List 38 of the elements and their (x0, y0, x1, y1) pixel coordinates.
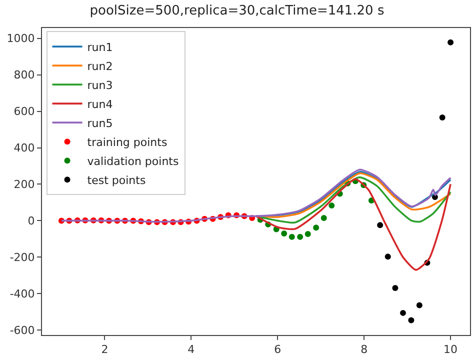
chart-title: poolSize=500,replica=30,calcTime=141.20 s (90, 4, 384, 19)
y-tick-label: 200 (14, 178, 35, 192)
y-tick-label: 1000 (6, 32, 35, 46)
x-tick-label: 8 (360, 343, 368, 356)
point (288, 234, 295, 240)
x-tick-label: 10 (444, 343, 458, 356)
legend-label: run1 (87, 40, 113, 54)
point (304, 231, 311, 237)
point (297, 234, 304, 240)
point (384, 254, 391, 260)
point (377, 222, 384, 228)
y-tick-label: -200 (10, 251, 35, 264)
y-tick-label: -400 (10, 287, 35, 300)
point (439, 114, 446, 121)
y-tick-label: 800 (14, 68, 35, 82)
x-tick-label: 6 (274, 343, 282, 356)
x-tick-label: 2 (101, 343, 108, 356)
point (416, 302, 422, 308)
y-tick-label: 0 (28, 214, 35, 228)
x-tick-label: 4 (188, 343, 195, 356)
y-tick-label: -600 (10, 324, 35, 337)
y-tick-label: 600 (14, 105, 35, 118)
legend-label: run4 (87, 98, 113, 111)
point (328, 202, 335, 209)
y-tick-label: 400 (14, 142, 35, 155)
legend-label: test points (87, 174, 146, 187)
legend-label: training points (87, 136, 168, 149)
point (320, 214, 327, 221)
legend-label: validation points (87, 154, 179, 168)
point (448, 39, 454, 46)
legend-label: run5 (87, 116, 113, 130)
point (408, 317, 414, 324)
point (400, 310, 406, 316)
legend-label: run2 (87, 60, 113, 73)
legend-label: run3 (87, 78, 113, 92)
point (281, 230, 288, 236)
point (313, 224, 320, 231)
point (392, 284, 398, 291)
